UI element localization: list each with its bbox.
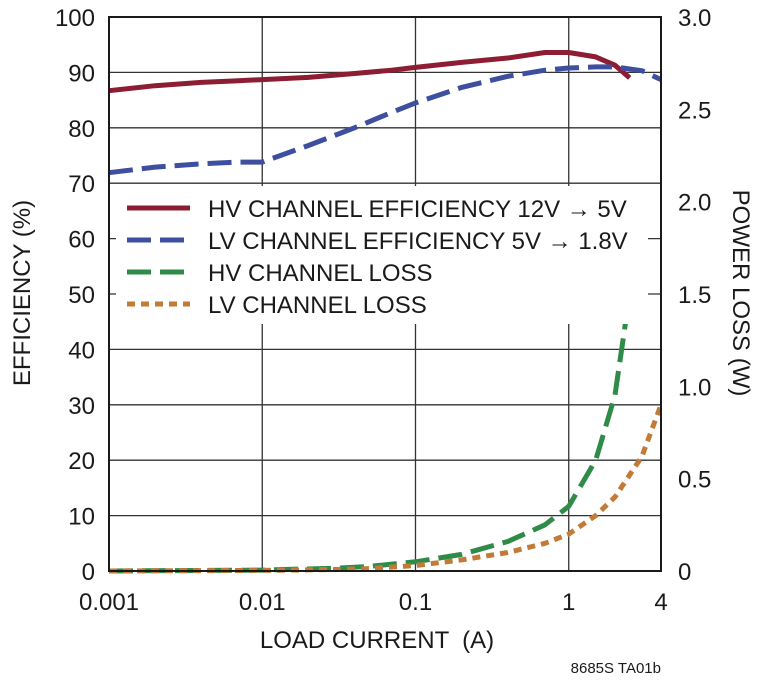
series-line-4 (108, 403, 664, 574)
legend-label: LV CHANNEL LOSS (208, 292, 427, 319)
left-y-tick-label: 30 (68, 393, 95, 420)
right-y-tick-labels: 0 0.5 1.0 1.5 2.0 2.5 3.0 (678, 5, 711, 586)
left-y-tick-label: 60 (68, 227, 95, 254)
x-tick-label: 0.001 (79, 589, 139, 616)
x-tick-label: 1 (562, 589, 575, 616)
left-y-tick-label: 40 (68, 337, 95, 364)
plot-frame (108, 16, 662, 572)
left-y-tick-label: 10 (68, 504, 95, 531)
figure-code: 8685S TA01b (571, 660, 661, 677)
x-tick-label: 4 (654, 589, 667, 616)
left-y-tick-label: 70 (68, 171, 95, 198)
legend-background (116, 186, 648, 324)
right-y-tick-label: 2.5 (678, 97, 711, 124)
x-axis-title: LOAD CURRENT (A) (260, 627, 494, 654)
left-y-tick-label: 20 (68, 448, 95, 475)
right-y-tick-label: 0.5 (678, 467, 711, 494)
legend-label: HV CHANNEL EFFICIENCY 12V → 5V (208, 196, 627, 223)
right-y-tick-label: 1.0 (678, 374, 711, 401)
series-lines (108, 50, 664, 574)
legend: HV CHANNEL EFFICIENCY 12V → 5V LV CHANNEL… (127, 196, 628, 319)
left-y-tick-label: 90 (68, 60, 95, 87)
right-y-tick-label: 3.0 (678, 5, 711, 32)
right-y-tick-label: 2.0 (678, 190, 711, 217)
left-y-tick-labels: 0 10 20 30 40 50 60 70 80 90 100 (55, 5, 95, 586)
x-tick-label: 0.1 (399, 589, 432, 616)
series-line-1 (108, 50, 632, 94)
left-y-tick-label: 100 (55, 5, 95, 32)
x-tick-label: 0.01 (239, 589, 286, 616)
left-y-tick-label: 0 (82, 559, 95, 586)
left-y-tick-label: 80 (68, 116, 95, 143)
right-y-tick-label: 0 (678, 559, 691, 586)
right-y-tick-label: 1.5 (678, 282, 711, 309)
series-line-2 (108, 64, 663, 176)
x-tick-labels: 0.001 0.01 0.1 1 4 (79, 589, 668, 616)
left-y-axis-title: EFFICIENCY (%) (9, 200, 36, 386)
right-y-axis-title: POWER LOSS (W) (727, 190, 754, 397)
left-y-tick-label: 50 (68, 282, 95, 309)
legend-label: HV CHANNEL LOSS (208, 260, 433, 287)
legend-label: LV CHANNEL EFFICIENCY 5V → 1.8V (208, 228, 628, 255)
